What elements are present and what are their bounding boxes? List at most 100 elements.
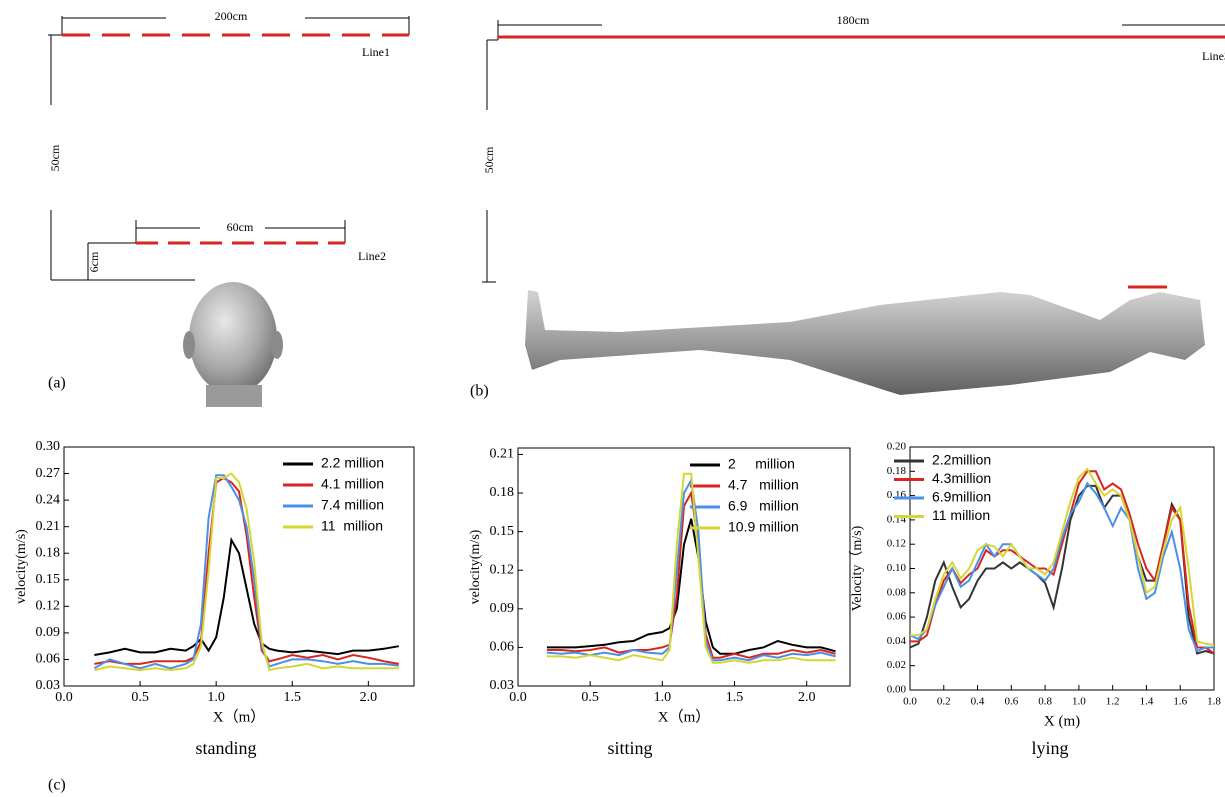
y-tick-label: 0.04 <box>887 635 907 647</box>
x-axis-title: X（m） <box>213 708 266 725</box>
dim-label: 50cm <box>482 146 496 173</box>
x-tick-label: 0.8 <box>1038 696 1052 708</box>
x-tick-label: 1.5 <box>726 690 744 705</box>
series-line <box>909 481 1214 653</box>
y-tick-label: 0.21 <box>36 519 61 534</box>
y-tick-label: 0.20 <box>887 441 907 453</box>
series-line <box>546 472 836 664</box>
x-tick-label: 1.6 <box>1173 696 1187 708</box>
y-tick-label: 0.30 <box>36 439 61 454</box>
y-tick-label: 0.03 <box>36 678 61 693</box>
chart-caption: sitting <box>607 738 652 758</box>
y-tick-label: 0.15 <box>490 524 515 539</box>
legend-label: 11 million <box>321 518 383 534</box>
y-tick-label: 0.21 <box>490 447 515 462</box>
legend-label: 4.3million <box>932 470 991 486</box>
y-tick-label: 0.02 <box>887 659 906 671</box>
y-tick-label: 0.18 <box>36 545 61 560</box>
line-label: Line2 <box>358 249 386 263</box>
y-tick-label: 0.03 <box>490 678 515 693</box>
x-tick-label: 1.0 <box>654 690 672 705</box>
x-tick-label: 0.2 <box>937 696 951 708</box>
legend-label: 4.7 million <box>728 477 799 493</box>
legend-label: 2 million <box>728 456 795 472</box>
panel-b: 180cm Line3 50cm (b) <box>470 13 1225 400</box>
y-tick-label: 0.06 <box>490 640 515 655</box>
series-line <box>546 489 836 659</box>
y-tick-label: 0.18 <box>887 465 907 477</box>
neck <box>206 385 262 407</box>
series-line <box>546 518 836 655</box>
y-tick-label: 0.24 <box>36 492 61 507</box>
dimension-lines <box>482 20 1225 283</box>
x-tick-label: 2.0 <box>360 690 378 705</box>
x-tick-label: 1.5 <box>284 690 302 705</box>
panel-label: (b) <box>470 383 489 400</box>
y-tick-label: 0.27 <box>36 466 61 481</box>
body-model <box>525 290 1205 395</box>
x-tick-label: 1.2 <box>1106 696 1120 708</box>
x-tick-label: 0.4 <box>971 696 985 708</box>
x-axis-title: X (m) <box>1044 713 1080 729</box>
legend-label: 6.9 million <box>728 498 799 514</box>
legend-label: 6.9million <box>932 489 991 505</box>
chart-caption: standing <box>196 738 257 758</box>
y-tick-label: 0.09 <box>36 625 61 640</box>
y-tick-label: 0.08 <box>887 586 907 598</box>
x-tick-label: 0.0 <box>55 690 73 705</box>
ear <box>183 331 195 359</box>
legend-label: 11 million <box>932 507 990 523</box>
y-tick-label: 0.00 <box>887 684 907 696</box>
plot-frame <box>63 446 415 687</box>
x-tick-label: 0.5 <box>581 690 599 705</box>
panel-a: 200cm Line1 50cm 60cm Line2 6cm (a) <box>48 9 410 407</box>
series-line <box>94 536 399 656</box>
y-tick-label: 0.06 <box>887 611 907 623</box>
y-tick-label: 0.12 <box>887 538 906 550</box>
series-line <box>94 476 399 665</box>
x-axis-title: X（m） <box>658 708 711 725</box>
y-tick-label: 0.15 <box>36 572 61 587</box>
x-tick-label: 2.0 <box>798 690 816 705</box>
legend-label: 10.9 million <box>728 519 799 535</box>
line-label: Line3 <box>1202 49 1225 63</box>
x-tick-label: 1.0 <box>207 690 225 705</box>
y-tick-label: 0.09 <box>490 601 515 616</box>
line-label: Line1 <box>362 45 390 59</box>
x-tick-label: 1.0 <box>1072 696 1086 708</box>
series-line <box>910 470 1215 655</box>
x-tick-label: 1.8 <box>1207 696 1221 708</box>
y-tick-label: 0.10 <box>887 562 907 574</box>
dim-label: 50cm <box>48 144 62 171</box>
x-tick-label: 0.6 <box>1004 696 1018 708</box>
series-line <box>94 472 399 672</box>
dimension-lines <box>48 16 410 281</box>
dim-label: 180cm <box>837 13 870 27</box>
dim-label: 200cm <box>215 9 248 23</box>
x-tick-label: 1.4 <box>1140 696 1154 708</box>
x-tick-label: 0.0 <box>903 696 917 708</box>
legend-label: 4.1 million <box>321 476 384 492</box>
dim-label: 60cm <box>227 220 254 234</box>
panel-label: (a) <box>48 375 66 392</box>
y-tick-label: 0.06 <box>36 652 61 667</box>
head-model <box>189 282 277 394</box>
chart-caption: lying <box>1031 738 1068 758</box>
x-tick-label: 0.5 <box>131 690 149 705</box>
x-tick-label: 0.0 <box>509 690 527 705</box>
y-tick-label: 0.18 <box>490 485 515 500</box>
y-axis-title: velocity(m/s) <box>468 529 483 604</box>
plot-frame <box>517 447 851 687</box>
y-axis-title: velocity(m/s) <box>14 529 29 604</box>
series-line <box>910 467 1215 646</box>
legend-label: 7.4 million <box>321 497 384 513</box>
y-tick-label: 0.12 <box>490 562 515 577</box>
panel-label: (c) <box>48 777 66 794</box>
ear <box>271 331 283 359</box>
dim-label: 6cm <box>87 251 101 272</box>
legend-label: 2.2million <box>932 452 991 468</box>
legend-label: 2.2 million <box>321 455 384 471</box>
y-tick-label: 0.12 <box>36 599 61 614</box>
